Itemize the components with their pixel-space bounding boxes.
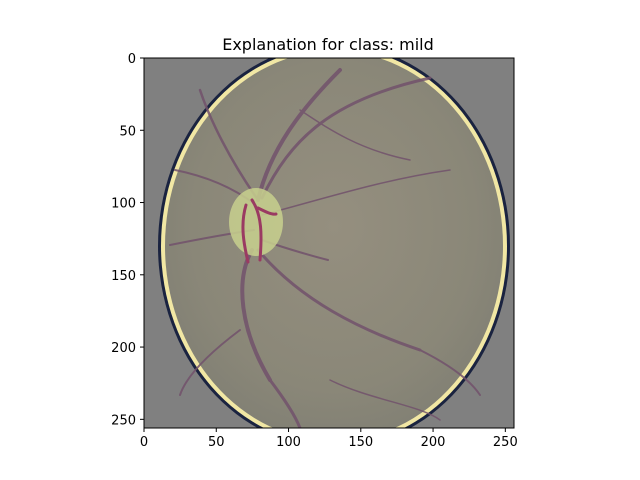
rim-notch [446, 58, 514, 86]
y-tick-label: 200 [111, 341, 136, 356]
chart-title: Explanation for class: mild [222, 35, 434, 54]
x-tick-label: 250 [493, 435, 518, 450]
y-tick-label: 50 [119, 124, 136, 139]
y-axis-ticks: 0 50 100 150 200 250 [111, 52, 144, 428]
y-tick-label: 150 [111, 269, 136, 284]
x-tick-label: 50 [208, 435, 225, 450]
y-tick-label: 250 [111, 413, 136, 428]
optic-disc [229, 188, 283, 256]
x-tick-label: 150 [348, 435, 373, 450]
axes-frame [143, 57, 515, 429]
x-tick-label: 200 [421, 435, 446, 450]
y-tick-label: 0 [128, 52, 136, 67]
x-tick-label: 100 [276, 435, 301, 450]
retina-image [144, 58, 514, 428]
optic-disc-vessels [241, 198, 278, 264]
y-tick-label: 100 [111, 197, 136, 212]
x-tick-label: 0 [140, 435, 148, 450]
x-axis-ticks: 0 50 100 150 200 250 [140, 428, 518, 450]
